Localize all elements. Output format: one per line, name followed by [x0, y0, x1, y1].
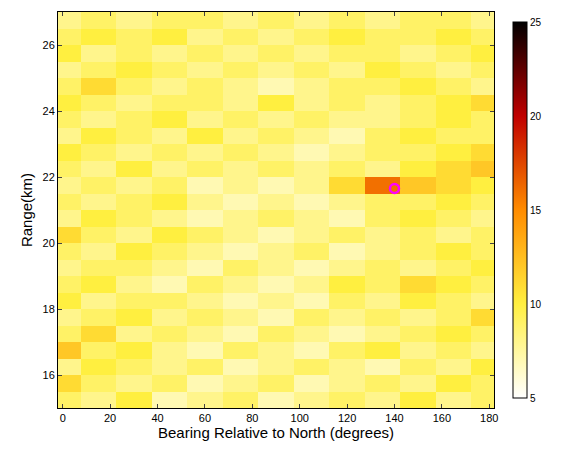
svg-text:160: 160 [433, 412, 451, 424]
svg-text:18: 18 [43, 303, 55, 315]
svg-text:25: 25 [530, 17, 542, 28]
svg-text:60: 60 [199, 412, 211, 424]
svg-text:180: 180 [480, 412, 498, 424]
svg-text:120: 120 [338, 412, 356, 424]
svg-text:140: 140 [385, 412, 403, 424]
svg-text:22: 22 [43, 171, 55, 183]
svg-text:20: 20 [43, 237, 55, 249]
svg-text:20: 20 [104, 412, 116, 424]
svg-text:20: 20 [530, 111, 542, 122]
svg-text:80: 80 [246, 412, 258, 424]
svg-text:15: 15 [530, 205, 542, 216]
svg-text:0: 0 [60, 412, 66, 424]
svg-text:5: 5 [530, 393, 536, 404]
svg-text:26: 26 [43, 39, 55, 51]
svg-text:10: 10 [530, 299, 542, 310]
svg-text:Bearing Relative to North (deg: Bearing Relative to North (degrees) [158, 424, 394, 441]
svg-text:16: 16 [43, 369, 55, 381]
svg-text:100: 100 [291, 412, 309, 424]
svg-text:Range(km): Range(km) [18, 173, 35, 247]
svg-text:40: 40 [151, 412, 163, 424]
svg-text:24: 24 [43, 105, 55, 117]
